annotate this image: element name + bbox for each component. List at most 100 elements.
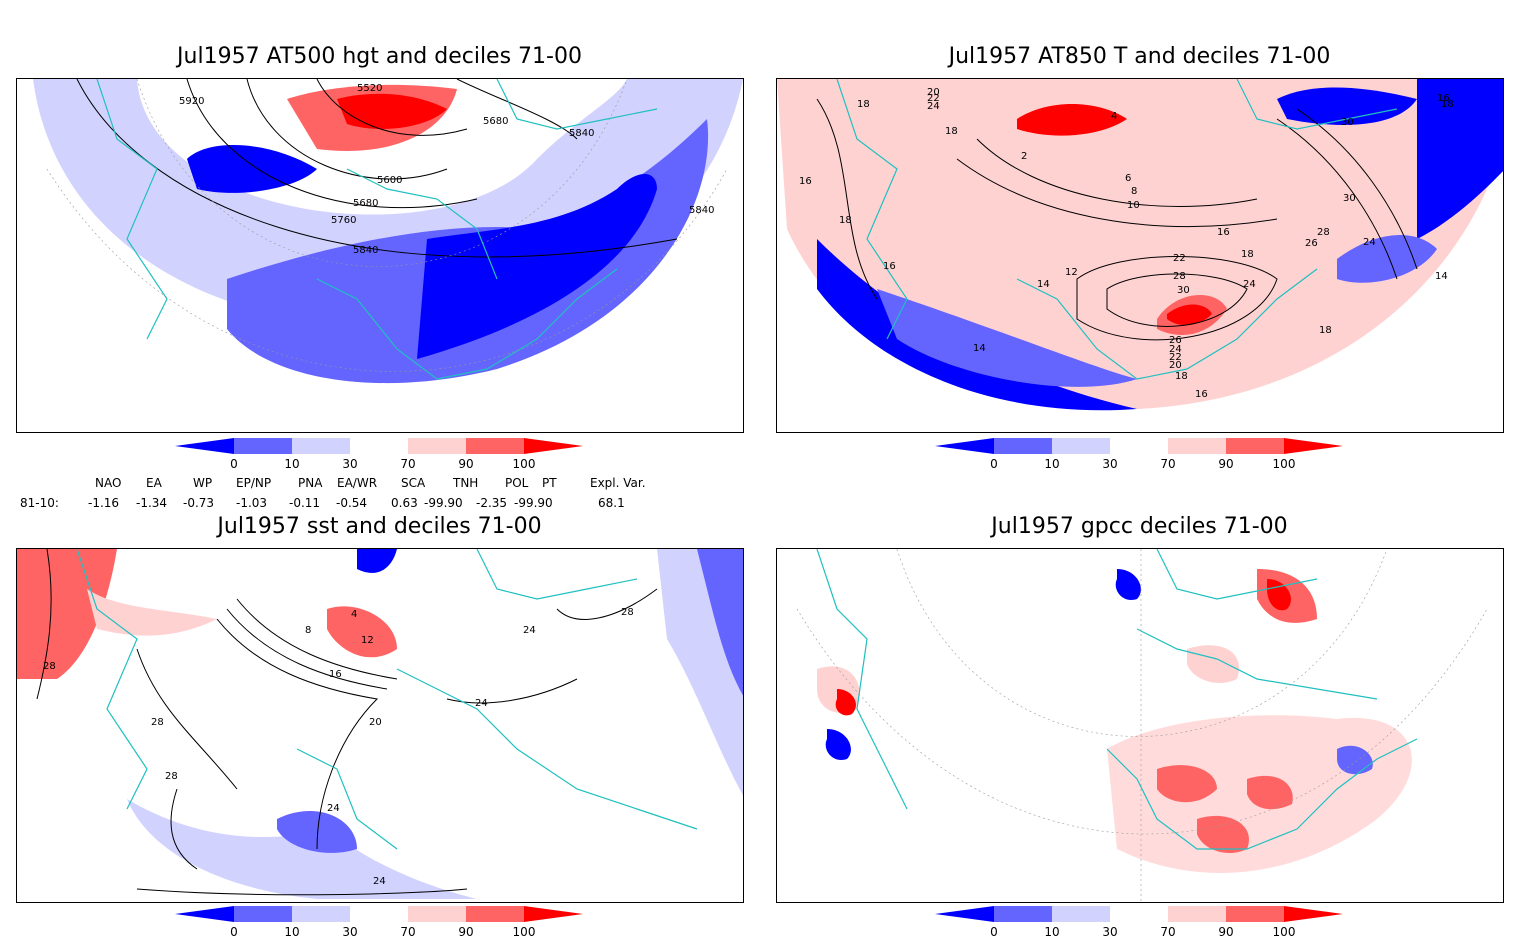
contour-label: 8 <box>305 625 311 636</box>
panel-title-gpcc: Jul1957 gpcc deciles 71-00 <box>991 514 1288 539</box>
contour-label: 22 <box>1173 253 1186 264</box>
contour-label: 18 <box>1441 99 1454 110</box>
contour-label: 22 <box>927 93 940 104</box>
index-table: NAO EA WP EP/NP PNA EA/WR SCA TNH POL PT… <box>0 474 760 514</box>
contour-label: 16 <box>799 176 812 187</box>
cbar-tick: 30 <box>342 925 357 939</box>
index-header: SCA <box>401 476 426 490</box>
colorbar-bottom-right: 0 10 30 70 90 100 <box>935 906 1343 939</box>
contour-label: 24 <box>927 101 940 112</box>
contour-label: 10 <box>1127 200 1140 211</box>
cbar-segment <box>994 906 1052 922</box>
contour-label: 5680 <box>353 198 378 209</box>
map-t850: 24 22 20 18 18 16 16 18 14 12 14 30 30 2… <box>776 78 1504 433</box>
cbar-segment <box>1226 906 1284 922</box>
contour-label: 24 <box>327 803 340 814</box>
contour-label: 2 <box>1021 151 1027 162</box>
cbar-tick: 100 <box>1273 925 1296 939</box>
index-row-label: 81-10: <box>20 496 59 510</box>
contour-label: 28 <box>43 661 56 672</box>
index-value: 68.1 <box>598 496 625 510</box>
cbar-segment <box>935 906 994 922</box>
contour-label: 8 <box>1131 186 1137 197</box>
cbar-tick: 100 <box>513 457 536 471</box>
cbar-segment <box>524 438 583 454</box>
cbar-tick: 10 <box>1044 925 1059 939</box>
contour-label: 24 <box>523 625 536 636</box>
contour-label: 5760 <box>331 215 356 226</box>
cbar-segment <box>1110 906 1168 922</box>
contour-label: 18 <box>945 126 958 137</box>
index-value: -0.73 <box>183 496 215 510</box>
contour-label: 12 <box>1065 267 1078 278</box>
contour-label: 16 <box>1195 389 1208 400</box>
cbar-tick: 90 <box>458 457 473 471</box>
cbar-segment <box>1284 906 1343 922</box>
cbar-segment <box>1052 906 1110 922</box>
cbar-tick: 30 <box>1102 457 1117 471</box>
panel-title-hgt: Jul1957 AT500 hgt and deciles 71-00 <box>177 44 582 69</box>
contour-label: 12 <box>361 635 374 646</box>
cbar-tick: 30 <box>342 457 357 471</box>
contour-label: 28 <box>1317 227 1330 238</box>
cbar-segment <box>408 438 466 454</box>
contour-label: 28 <box>621 607 634 618</box>
contour-label: 16 <box>1437 93 1450 104</box>
contour-label: 20 <box>369 717 382 728</box>
cbar-segment <box>994 438 1052 454</box>
map-sst: 28 28 28 24 24 24 20 16 12 8 4 28 24 <box>16 548 744 903</box>
cbar-tick: 10 <box>284 925 299 939</box>
cbar-segment <box>1168 438 1226 454</box>
index-header: EP/NP <box>236 476 272 490</box>
index-value: -99.90 <box>424 496 463 510</box>
contour-label: 18 <box>1175 371 1188 382</box>
panel-title-sst: Jul1957 sst and deciles 71-00 <box>217 514 542 539</box>
contour-label: 28 <box>165 771 178 782</box>
cbar-segment <box>1168 906 1226 922</box>
cbar-tick: 70 <box>1160 925 1175 939</box>
cbar-tick: 100 <box>1273 457 1296 471</box>
map-t850-svg: 24 22 20 18 18 16 16 18 14 12 14 30 30 2… <box>777 79 1503 411</box>
contour-label: 24 <box>475 698 488 709</box>
cbar-segment <box>466 906 524 922</box>
contour-label: 14 <box>1435 271 1448 282</box>
contour-label: 16 <box>1217 227 1230 238</box>
cbar-tick: 90 <box>458 925 473 939</box>
index-header: WP <box>193 476 213 490</box>
cbar-tick: 90 <box>1218 925 1233 939</box>
contour-label: 24 <box>1243 279 1256 290</box>
cbar-segment <box>1110 438 1168 454</box>
map-hgt500-svg: 5920 5520 5680 5840 5600 5680 5760 5840 … <box>33 79 743 384</box>
contour-label: 5680 <box>483 116 508 127</box>
index-value: -99.90 <box>514 496 553 510</box>
cbar-tick: 30 <box>1102 925 1117 939</box>
contour-label: 4 <box>1111 111 1117 122</box>
contour-label: 4 <box>351 609 357 620</box>
contour-label: 24 <box>1363 237 1376 248</box>
contour-label: 14 <box>973 343 986 354</box>
index-value: -1.16 <box>88 496 120 510</box>
contour-label: 18 <box>1319 325 1332 336</box>
contour-label: 6 <box>1125 173 1131 184</box>
contour-label: 16 <box>329 669 342 680</box>
index-value: -0.54 <box>336 496 368 510</box>
cbar-tick: 10 <box>284 457 299 471</box>
contour-label: 24 <box>373 876 386 887</box>
contour-label: 5520 <box>357 83 382 94</box>
cbar-segment <box>1226 438 1284 454</box>
index-value: -0.11 <box>289 496 321 510</box>
contour-label: 18 <box>839 215 852 226</box>
cbar-tick: 0 <box>990 457 998 471</box>
map-gpcc <box>776 548 1504 903</box>
cbar-tick: 70 <box>1160 457 1175 471</box>
contour-label: 20 <box>1169 360 1182 371</box>
cbar-tick: 70 <box>400 457 415 471</box>
cbar-segment <box>524 906 583 922</box>
contour-label: 22 <box>1169 352 1182 363</box>
contour-label: 5840 <box>689 205 714 216</box>
index-header: POL <box>505 476 529 490</box>
cbar-segment <box>1284 438 1343 454</box>
contour-label: 5920 <box>179 96 204 107</box>
map-gpcc-svg <box>796 549 1488 902</box>
contour-label: 18 <box>1241 249 1254 260</box>
